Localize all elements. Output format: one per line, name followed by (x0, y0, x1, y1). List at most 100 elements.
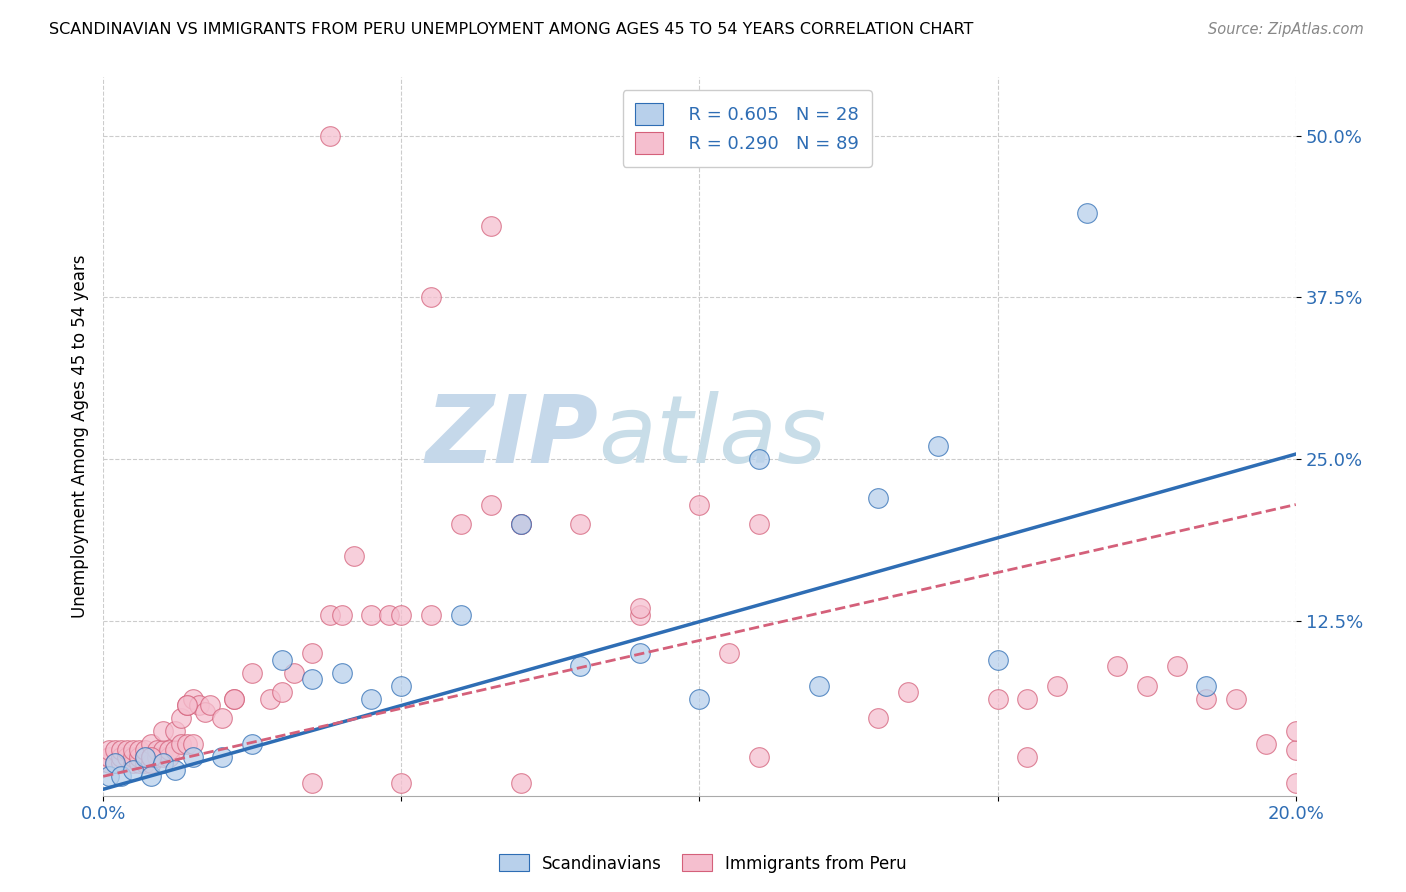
Point (128, 756, 150, 771)
Point (98, 756, 121, 771)
Point (98, 769, 121, 783)
Point (128, 750, 150, 764)
Point (330, 665, 353, 680)
Point (628, 601, 651, 615)
Point (176, 737, 198, 751)
Point (389, 776, 412, 790)
Point (98, 743, 121, 757)
Point (200, 698, 222, 713)
Point (157, 750, 180, 764)
Point (319, 128, 342, 143)
Point (509, 516, 531, 531)
Point (139, 750, 162, 764)
Point (479, 219, 502, 234)
Point (176, 698, 198, 713)
Text: atlas: atlas (598, 391, 827, 482)
Point (330, 607, 353, 622)
Point (169, 711, 191, 725)
Point (360, 607, 382, 622)
Point (1285, 724, 1308, 739)
Text: Source: ZipAtlas.com: Source: ZipAtlas.com (1208, 22, 1364, 37)
Point (378, 607, 401, 622)
Point (897, 685, 920, 699)
Point (688, 498, 710, 512)
Point (240, 737, 263, 751)
Point (1105, 659, 1128, 673)
Point (271, 653, 294, 667)
Point (569, 516, 592, 531)
Point (240, 665, 263, 680)
Point (987, 653, 1010, 667)
Point (193, 705, 215, 719)
Point (224, 691, 246, 706)
Point (1076, 206, 1098, 220)
Point (569, 659, 592, 673)
Point (807, 679, 830, 693)
Point (139, 750, 162, 764)
Point (1195, 691, 1218, 706)
Point (927, 439, 949, 453)
Point (157, 743, 180, 757)
Point (271, 685, 294, 699)
Point (688, 691, 710, 706)
Point (128, 743, 150, 757)
Point (152, 756, 174, 771)
Point (319, 607, 342, 622)
Point (122, 743, 145, 757)
Point (628, 607, 651, 622)
Point (176, 698, 198, 713)
Point (1225, 691, 1247, 706)
Point (187, 698, 209, 713)
Point (868, 491, 890, 505)
Point (134, 756, 156, 771)
Point (479, 498, 502, 512)
Point (115, 743, 138, 757)
Point (122, 756, 145, 771)
Point (420, 607, 443, 622)
Point (389, 679, 412, 693)
Point (134, 750, 156, 764)
Point (163, 763, 186, 777)
Point (342, 549, 364, 564)
Point (1195, 679, 1218, 693)
Point (152, 724, 174, 739)
Point (110, 769, 132, 783)
Point (1285, 743, 1308, 757)
Point (163, 743, 186, 757)
Point (104, 743, 127, 757)
Point (1285, 776, 1308, 790)
Text: SCANDINAVIAN VS IMMIGRANTS FROM PERU UNEMPLOYMENT AMONG AGES 45 TO 54 YEARS CORR: SCANDINAVIAN VS IMMIGRANTS FROM PERU UNE… (49, 22, 973, 37)
Point (152, 750, 174, 764)
Point (152, 743, 174, 757)
Point (509, 516, 531, 531)
Point (115, 750, 138, 764)
Point (450, 607, 472, 622)
Point (163, 724, 186, 739)
Point (1017, 750, 1039, 764)
Point (139, 737, 162, 751)
Point (1166, 659, 1188, 673)
Point (122, 763, 145, 777)
Point (509, 776, 531, 790)
Point (181, 691, 204, 706)
Text: ZIP: ZIP (425, 391, 598, 483)
Point (110, 743, 132, 757)
Point (389, 607, 412, 622)
Point (146, 743, 169, 757)
Point (748, 750, 770, 764)
Point (211, 711, 233, 725)
Point (509, 516, 531, 531)
Point (1046, 679, 1069, 693)
Point (211, 750, 233, 764)
Point (748, 452, 770, 467)
Point (1136, 679, 1159, 693)
Point (224, 691, 246, 706)
Point (868, 711, 890, 725)
Point (628, 646, 651, 660)
Y-axis label: Unemployment Among Ages 45 to 54 years: Unemployment Among Ages 45 to 54 years (72, 255, 89, 618)
Point (110, 750, 132, 764)
Point (122, 750, 145, 764)
Legend: Scandinavians, Immigrants from Peru: Scandinavians, Immigrants from Peru (492, 847, 914, 880)
Point (104, 756, 127, 771)
Point (360, 691, 382, 706)
